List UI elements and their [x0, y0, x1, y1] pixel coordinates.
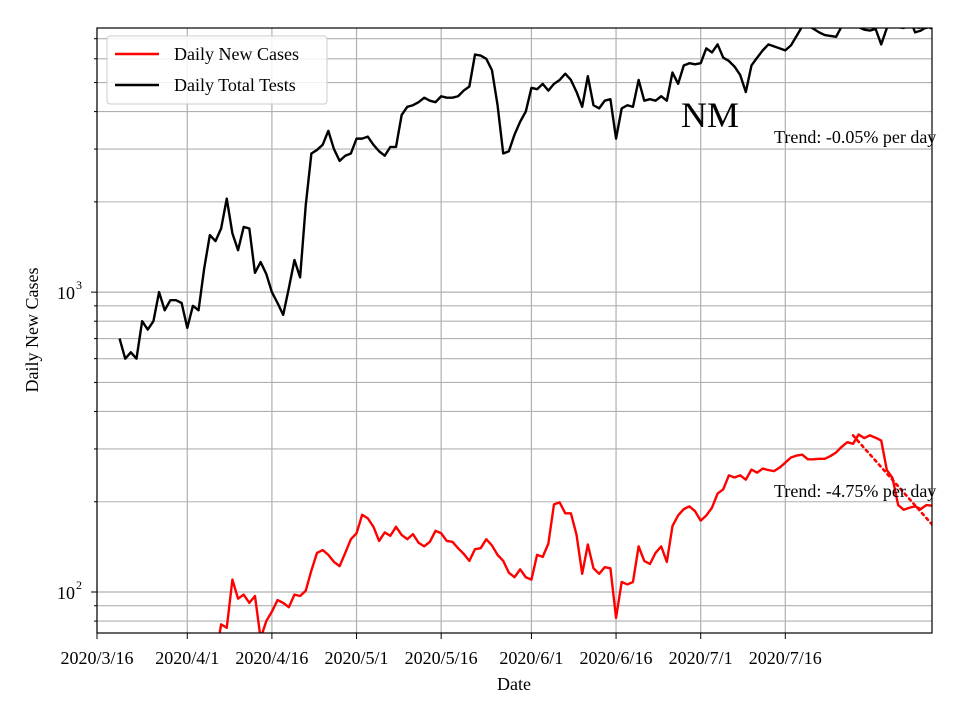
plot-background: [97, 28, 932, 633]
x-axis-ticks: 2020/3/16 2020/4/1 2020/4/16 2020/5/1 2020/5…: [60, 633, 822, 668]
legend-label-cases: Daily New Cases: [174, 44, 299, 64]
state-label: NM: [681, 95, 739, 135]
x-tick-label: 2020/5/16: [405, 648, 478, 668]
x-tick-label: 2020/6/1: [499, 648, 563, 668]
y-tick-exponent: 3: [76, 278, 82, 292]
legend-box: [106, 35, 328, 105]
series-line-daily-total-tests: [118, 28, 927, 360]
x-tick-label: 2020/4/1: [155, 648, 219, 668]
trend-line-tests: [895, 28, 932, 30]
y-tick-exponent: 2: [76, 578, 82, 592]
x-tick-label: 2020/7/16: [749, 648, 822, 668]
series-lines: [118, 28, 932, 633]
trend-label-cases: Trend: -4.75% per day: [774, 481, 936, 501]
plot-frame: [96, 27, 933, 634]
legend: Daily New Cases Daily Total Tests: [106, 35, 328, 105]
grid: [96, 28, 932, 633]
x-tick-label: 2020/6/16: [580, 648, 653, 668]
y-tick-label: 10: [57, 283, 75, 303]
x-tick-label: 2020/3/16: [60, 648, 133, 668]
x-tick-label: 2020/7/1: [669, 648, 733, 668]
series-line-daily-new-cases: [218, 433, 932, 633]
x-axis-label: Date: [497, 674, 531, 694]
x-tick-label: 2020/5/1: [325, 648, 389, 668]
x-tick-label: 2020/4/16: [235, 648, 308, 668]
y-axis-label: Daily New Cases: [22, 268, 42, 393]
y-tick-label: 10: [57, 583, 75, 603]
trend-label-tests: Trend: -0.05% per day: [774, 127, 936, 147]
legend-label-tests: Daily Total Tests: [174, 75, 296, 95]
